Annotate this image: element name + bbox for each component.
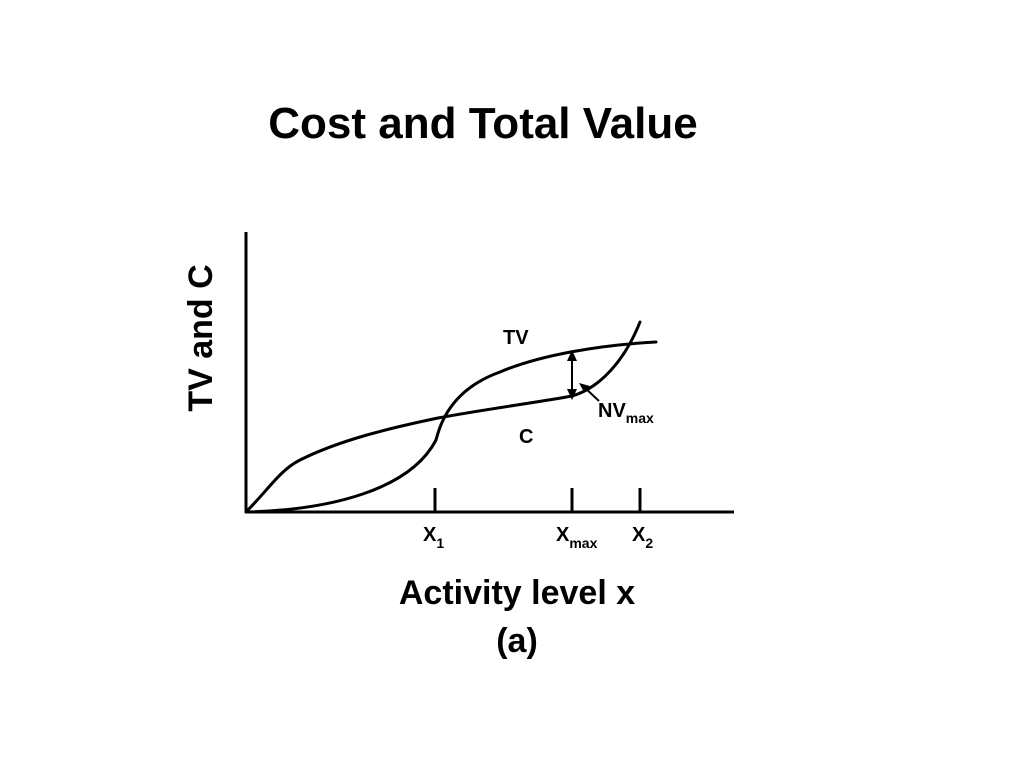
tick-label-x2: X2 <box>632 524 653 551</box>
cost-curve-label: C <box>519 426 533 448</box>
tv-curve <box>244 320 642 514</box>
tv-curve-label: TV <box>503 327 529 349</box>
chart-title: Cost and Total Value <box>268 99 697 148</box>
nv-arrow-head-bottom <box>567 389 577 400</box>
y-axis-title: TV and C <box>182 264 220 411</box>
nv-arrow-head-top <box>567 350 577 361</box>
x-axis-title: Activity level x <box>399 574 635 612</box>
nv-pointer-head <box>579 383 590 392</box>
tick-label-x1: X1 <box>423 524 444 551</box>
tick-label-xmax: Xmax <box>556 524 598 551</box>
nv-max-label: NVmax <box>598 400 654 426</box>
figure-caption: (a) <box>496 622 538 660</box>
cost-curve <box>244 340 658 514</box>
